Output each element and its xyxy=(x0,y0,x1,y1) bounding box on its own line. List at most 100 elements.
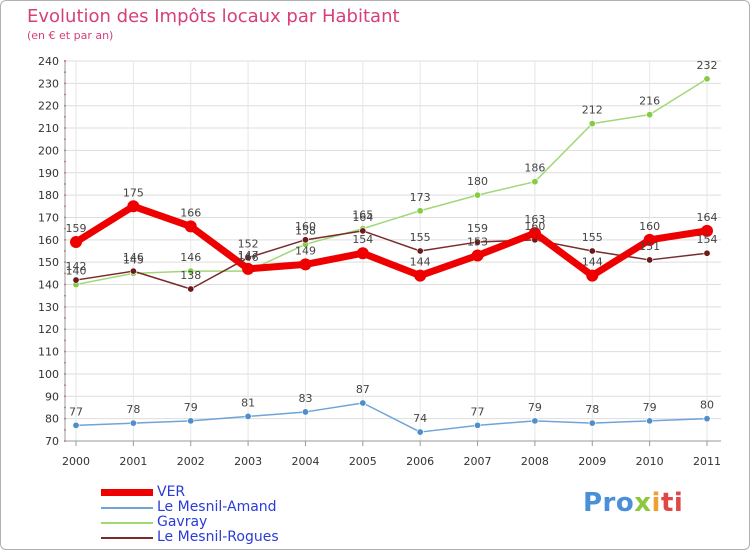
x-tick-label: 2005 xyxy=(349,455,377,468)
data-label-le-mesnil-amand: 87 xyxy=(356,383,370,396)
data-label-le-mesnil-rogues: 142 xyxy=(66,260,87,273)
chart-grid xyxy=(65,60,721,442)
data-point-ver xyxy=(643,233,656,246)
data-label-gavray: 216 xyxy=(639,95,660,108)
y-tick-label: 130 xyxy=(38,301,59,314)
y-tick-label: 90 xyxy=(45,390,59,403)
y-tick-label: 150 xyxy=(38,256,59,269)
data-label-ver: 166 xyxy=(180,206,201,219)
data-point-gavray xyxy=(531,178,539,186)
data-label-gavray: 165 xyxy=(352,209,373,222)
data-point-le-mesnil-amand xyxy=(588,419,596,427)
y-tick-label: 230 xyxy=(38,77,59,90)
data-point-le-mesnil-amand xyxy=(703,415,711,423)
data-label-le-mesnil-rogues: 159 xyxy=(467,222,488,235)
series-line-ver xyxy=(72,202,711,280)
data-point-le-mesnil-amand xyxy=(129,419,137,427)
proxiti-logo: Proxiti xyxy=(583,488,683,518)
x-tick-label: 2010 xyxy=(636,455,664,468)
data-point-le-mesnil-amand xyxy=(244,412,252,420)
data-label-gavray: 158 xyxy=(295,224,316,237)
data-point-gavray xyxy=(703,75,711,83)
data-label-le-mesnil-amand: 78 xyxy=(126,403,140,416)
data-point-le-mesnil-rogues xyxy=(187,285,195,293)
data-point-le-mesnil-rogues xyxy=(646,256,654,264)
data-label-gavray: 145 xyxy=(123,253,144,266)
data-point-ver xyxy=(528,227,541,240)
data-label-ver: 160 xyxy=(639,220,660,233)
chart-legend: VER Le Mesnil-Amand Gavray Le Mesnil-Rog… xyxy=(101,485,361,545)
y-tick-label: 170 xyxy=(38,211,59,224)
data-label-ver: 144 xyxy=(410,256,431,269)
legend-swatch-le-mesnil-amand xyxy=(101,507,153,509)
legend-swatch-ver xyxy=(101,489,153,496)
x-tick-label: 2006 xyxy=(406,455,434,468)
data-point-le-mesnil-amand xyxy=(301,408,309,416)
logo-part-2: x xyxy=(634,488,652,518)
data-label-le-mesnil-amand: 77 xyxy=(471,405,485,418)
data-point-ver xyxy=(299,258,312,271)
data-label-gavray: 232 xyxy=(697,59,718,72)
chart-data-labels: 159 175 166 147 149 154 144 153 163 144 160 164 77 78… xyxy=(66,59,718,425)
legend-item-ver: VER xyxy=(101,485,361,500)
data-point-le-mesnil-amand xyxy=(531,417,539,425)
data-point-ver xyxy=(127,200,140,213)
chart-axes: 7080901001101201301401501601701801902002… xyxy=(38,55,721,468)
data-label-le-mesnil-rogues: 154 xyxy=(697,233,718,246)
series-line-gavray xyxy=(75,78,708,286)
legend-label-ver: VER xyxy=(157,484,186,500)
x-tick-label: 2011 xyxy=(693,455,721,468)
data-label-le-mesnil-amand: 79 xyxy=(643,401,657,414)
y-tick-label: 100 xyxy=(38,368,59,381)
data-label-gavray: 146 xyxy=(238,251,259,264)
data-point-le-mesnil-rogues xyxy=(474,238,482,246)
data-label-gavray: 173 xyxy=(410,191,431,204)
data-point-le-mesnil-amand xyxy=(359,399,367,407)
data-label-ver: 175 xyxy=(123,186,144,199)
y-tick-label: 180 xyxy=(38,189,59,202)
data-point-le-mesnil-amand xyxy=(187,417,195,425)
legend-swatch-gavray xyxy=(101,522,153,524)
data-label-le-mesnil-amand: 74 xyxy=(413,412,427,425)
legend-label-le-mesnil-amand: Le Mesnil-Amand xyxy=(157,499,277,515)
data-point-le-mesnil-rogues xyxy=(359,227,367,235)
data-point-ver xyxy=(586,269,599,282)
data-label-le-mesnil-amand: 83 xyxy=(298,392,312,405)
y-tick-label: 190 xyxy=(38,167,59,180)
logo-part-1: Pro xyxy=(583,488,635,518)
data-point-ver xyxy=(70,236,82,249)
x-tick-label: 2009 xyxy=(578,455,606,468)
data-label-ver: 163 xyxy=(524,213,545,226)
data-point-ver xyxy=(414,269,427,282)
data-label-le-mesnil-rogues: 138 xyxy=(180,269,201,282)
data-point-gavray xyxy=(588,120,596,128)
x-tick-label: 2007 xyxy=(464,455,492,468)
data-point-ver xyxy=(701,224,713,237)
data-label-le-mesnil-amand: 79 xyxy=(528,401,542,414)
data-label-ver: 164 xyxy=(697,211,718,224)
chart-title: Evolution des Impôts locaux par Habitant xyxy=(27,6,400,27)
data-label-gavray: 140 xyxy=(66,265,87,278)
series-line-le-mesnil-amand xyxy=(75,402,708,433)
series-line-le-mesnil-rogues xyxy=(75,230,708,290)
data-label-ver: 153 xyxy=(467,235,488,248)
x-tick-label: 2004 xyxy=(291,455,319,468)
x-tick-label: 2008 xyxy=(521,455,549,468)
y-tick-label: 140 xyxy=(38,279,59,292)
legend-item-le-mesnil-amand: Le Mesnil-Amand xyxy=(101,500,361,515)
data-point-le-mesnil-amand xyxy=(474,421,482,429)
data-label-le-mesnil-rogues: 152 xyxy=(238,238,259,251)
data-label-le-mesnil-rogues: 155 xyxy=(410,231,431,244)
data-label-le-mesnil-rogues: 164 xyxy=(352,211,373,224)
x-tick-label: 2002 xyxy=(177,455,205,468)
data-label-ver: 149 xyxy=(295,244,316,257)
data-point-le-mesnil-rogues xyxy=(416,247,424,255)
y-tick-label: 220 xyxy=(38,100,59,113)
y-tick-label: 110 xyxy=(38,346,59,359)
data-label-ver: 147 xyxy=(238,249,259,262)
data-point-ver xyxy=(356,247,369,260)
data-label-le-mesnil-amand: 79 xyxy=(184,401,198,414)
legend-label-le-mesnil-rogues: Le Mesnil-Rogues xyxy=(157,529,279,545)
chart-series xyxy=(70,75,713,436)
